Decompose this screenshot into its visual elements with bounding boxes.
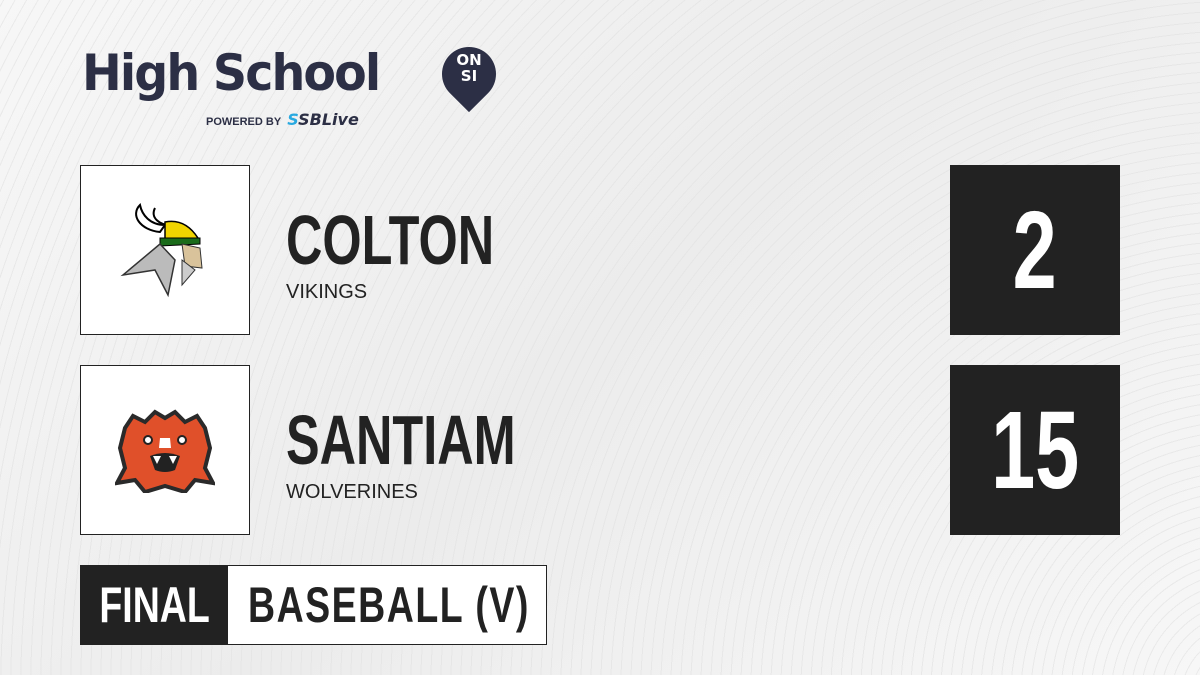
wolverine-logo-icon: [115, 408, 215, 493]
team-mascot: WOLVERINES: [286, 481, 418, 503]
sport-text: BASEBALL (V): [248, 577, 530, 633]
on-si-badge: ON SI: [442, 52, 496, 84]
team-score: 2: [950, 165, 1120, 335]
sblive-text: SBLive: [298, 110, 359, 129]
game-status: FINAL: [81, 566, 228, 644]
sblive-mark: S: [287, 110, 299, 129]
team-mascot: VIKINGS: [286, 281, 368, 303]
badge-bottom: SI: [460, 67, 478, 85]
sport-label: BASEBALL (V): [228, 566, 624, 644]
team-name: SANTIAM: [286, 401, 516, 479]
badge-top: ON: [456, 51, 482, 69]
score-value: 2: [1012, 188, 1058, 312]
viking-logo-icon: [120, 202, 203, 298]
team-score: 15: [950, 365, 1120, 535]
team-name: COLTON: [286, 201, 495, 279]
score-value: 15: [990, 388, 1080, 512]
brand-logo: High School ON SI POWERED BY SSBLive: [82, 35, 508, 129]
status-label: FINAL: [99, 577, 210, 633]
sblive-logo: SSBLive: [287, 110, 359, 129]
powered-by-label: POWERED BY: [206, 116, 282, 128]
team-logo-santiam: [80, 365, 250, 535]
brand-title: High School: [82, 44, 381, 102]
game-info-bar: FINAL BASEBALL (V): [80, 565, 547, 645]
powered-by: POWERED BY SSBLive: [206, 110, 359, 129]
team-logo-colton: [80, 165, 250, 335]
